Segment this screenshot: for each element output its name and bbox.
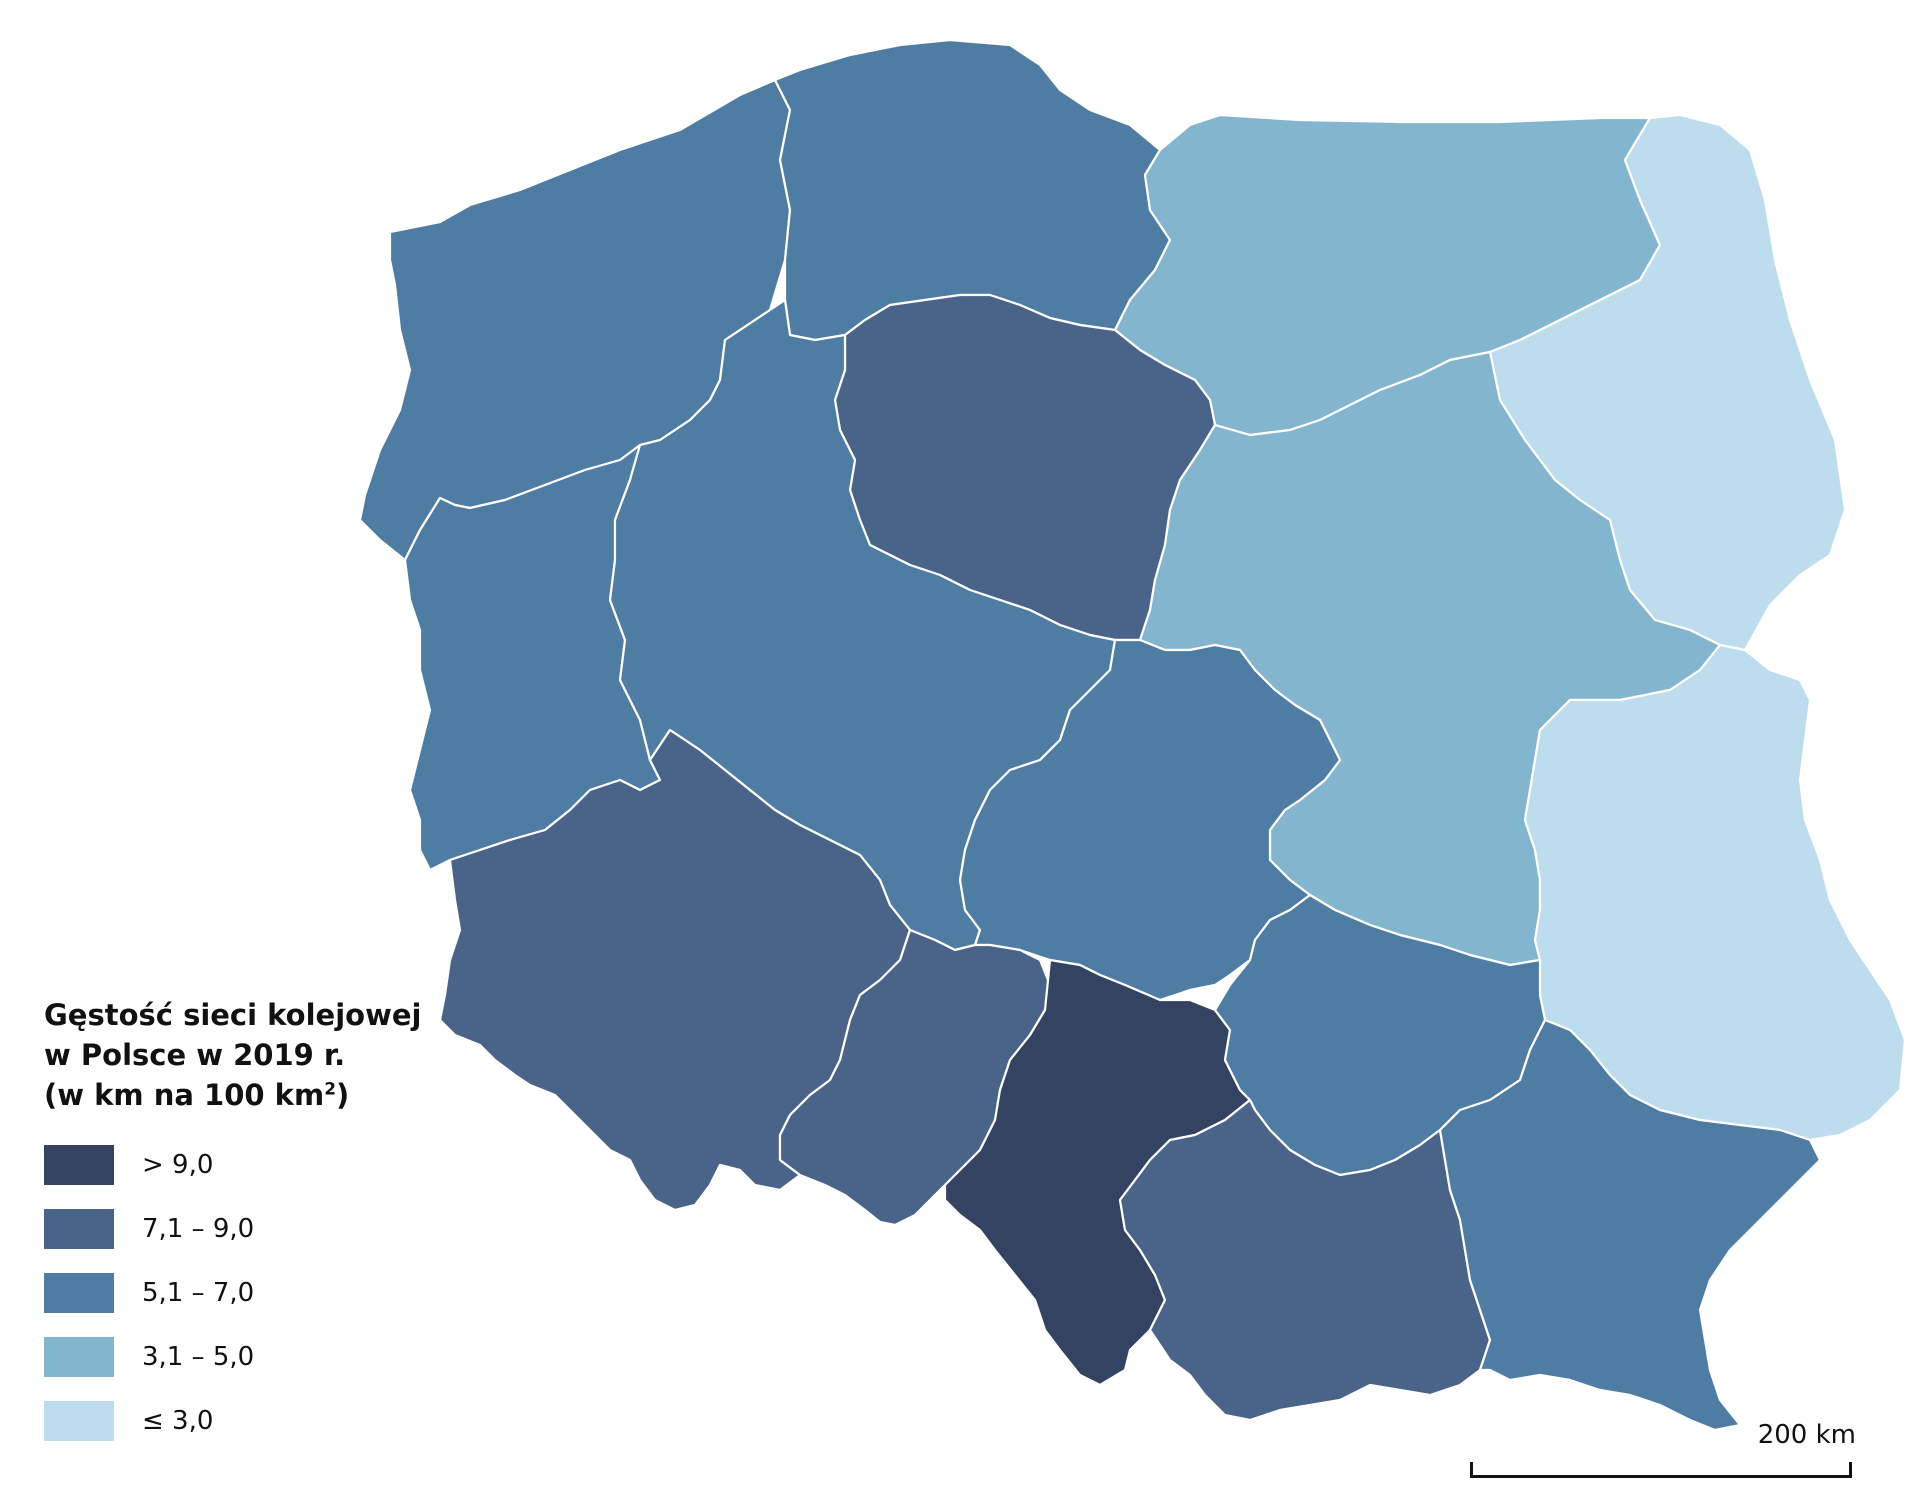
legend-swatch <box>44 1401 114 1441</box>
legend-title: Gęstość sieci kolejowej w Polsce w 2019 … <box>44 995 464 1115</box>
legend-label: > 9,0 <box>142 1150 214 1180</box>
region-lodzkie[interactable] <box>958 638 1342 1002</box>
region-opolskie[interactable] <box>778 928 1052 1227</box>
scale-line <box>1470 1462 1852 1478</box>
legend-swatch <box>44 1273 114 1313</box>
legend-title-superscript: 2 <box>324 1079 337 1100</box>
legend-swatch <box>44 1337 114 1377</box>
region-podkarpackie[interactable] <box>1438 1018 1822 1432</box>
legend-title-line2: w Polsce w 2019 r. <box>44 1038 346 1072</box>
legend-label: 5,1 – 7,0 <box>142 1278 255 1308</box>
region-malopolskie[interactable] <box>1118 1098 1492 1422</box>
legend-item: ≤ 3,0 <box>44 1401 464 1441</box>
legend-item: 3,1 – 5,0 <box>44 1337 464 1377</box>
legend-item: > 9,0 <box>44 1145 464 1185</box>
legend: Gęstość sieci kolejowej w Polsce w 2019 … <box>44 995 464 1465</box>
legend-swatch <box>44 1145 114 1185</box>
legend-swatch <box>44 1209 114 1249</box>
legend-title-unit: (w km na 100 km <box>44 1078 325 1112</box>
scale-bar: 200 km <box>1470 1420 1856 1478</box>
legend-title-close: ) <box>336 1078 350 1112</box>
legend-title-line3: (w km na 100 km2) <box>44 1075 464 1115</box>
legend-label: 7,1 – 9,0 <box>142 1214 255 1244</box>
scale-label: 200 km <box>1757 1420 1856 1450</box>
legend-title-line1: Gęstość sieci kolejowej <box>44 998 422 1032</box>
legend-label: ≤ 3,0 <box>142 1406 214 1436</box>
legend-item: 5,1 – 7,0 <box>44 1273 464 1313</box>
legend-items: > 9,0 7,1 – 9,0 5,1 – 7,0 3,1 – 5,0 ≤ 3,0 <box>44 1145 464 1441</box>
legend-label: 3,1 – 5,0 <box>142 1342 255 1372</box>
legend-item: 7,1 – 9,0 <box>44 1209 464 1249</box>
